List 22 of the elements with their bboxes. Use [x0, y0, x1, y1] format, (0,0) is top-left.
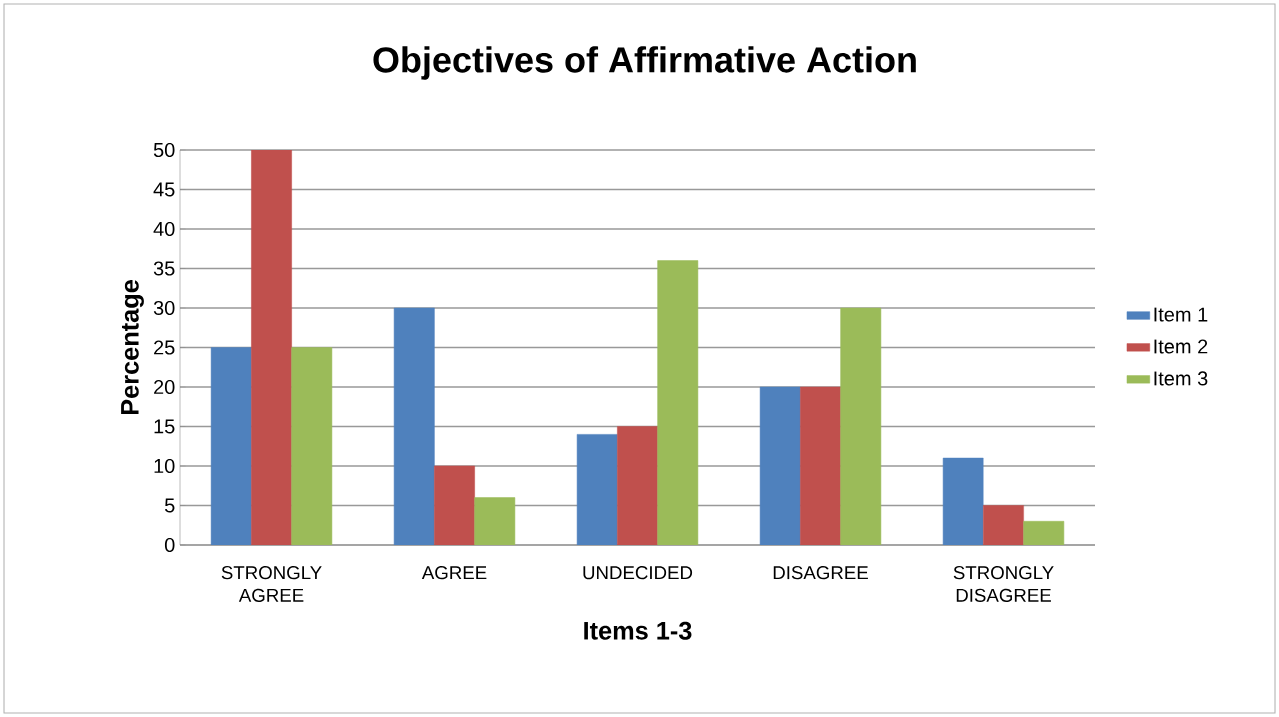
y-tick-label: 10 — [154, 458, 175, 474]
x-tick-label: DISAGREE — [773, 566, 868, 580]
legend-label: Item 3 — [1154, 371, 1208, 386]
x-axis-title: Items 1-3 — [584, 621, 692, 640]
y-axis-title: Percentage — [121, 280, 144, 415]
y-tick-label: 15 — [154, 419, 175, 434]
x-tick-label: AGREE — [421, 566, 487, 580]
y-tick-label: 5 — [164, 498, 175, 513]
y-tick-label: 20 — [154, 379, 175, 395]
legend-label: Item 1 — [1154, 307, 1208, 322]
y-tick-label: 50 — [153, 142, 175, 158]
legend-label: Item 2 — [1154, 339, 1208, 354]
x-tick-label: UNDECIDED — [583, 566, 693, 580]
y-tick-label: 40 — [153, 221, 175, 237]
y-tick-label: 35 — [153, 261, 175, 276]
y-tick-label: 0 — [164, 537, 175, 553]
x-tick-label: STRONGLY AGREE — [221, 566, 322, 602]
y-tick-label: 45 — [153, 182, 175, 197]
chart-title: Objectives of Affirmative Action — [373, 46, 916, 80]
y-tick-label: 25 — [154, 340, 175, 355]
x-tick-label: STRONGLY DISAGREE — [953, 566, 1054, 602]
y-tick-label: 30 — [153, 300, 175, 316]
